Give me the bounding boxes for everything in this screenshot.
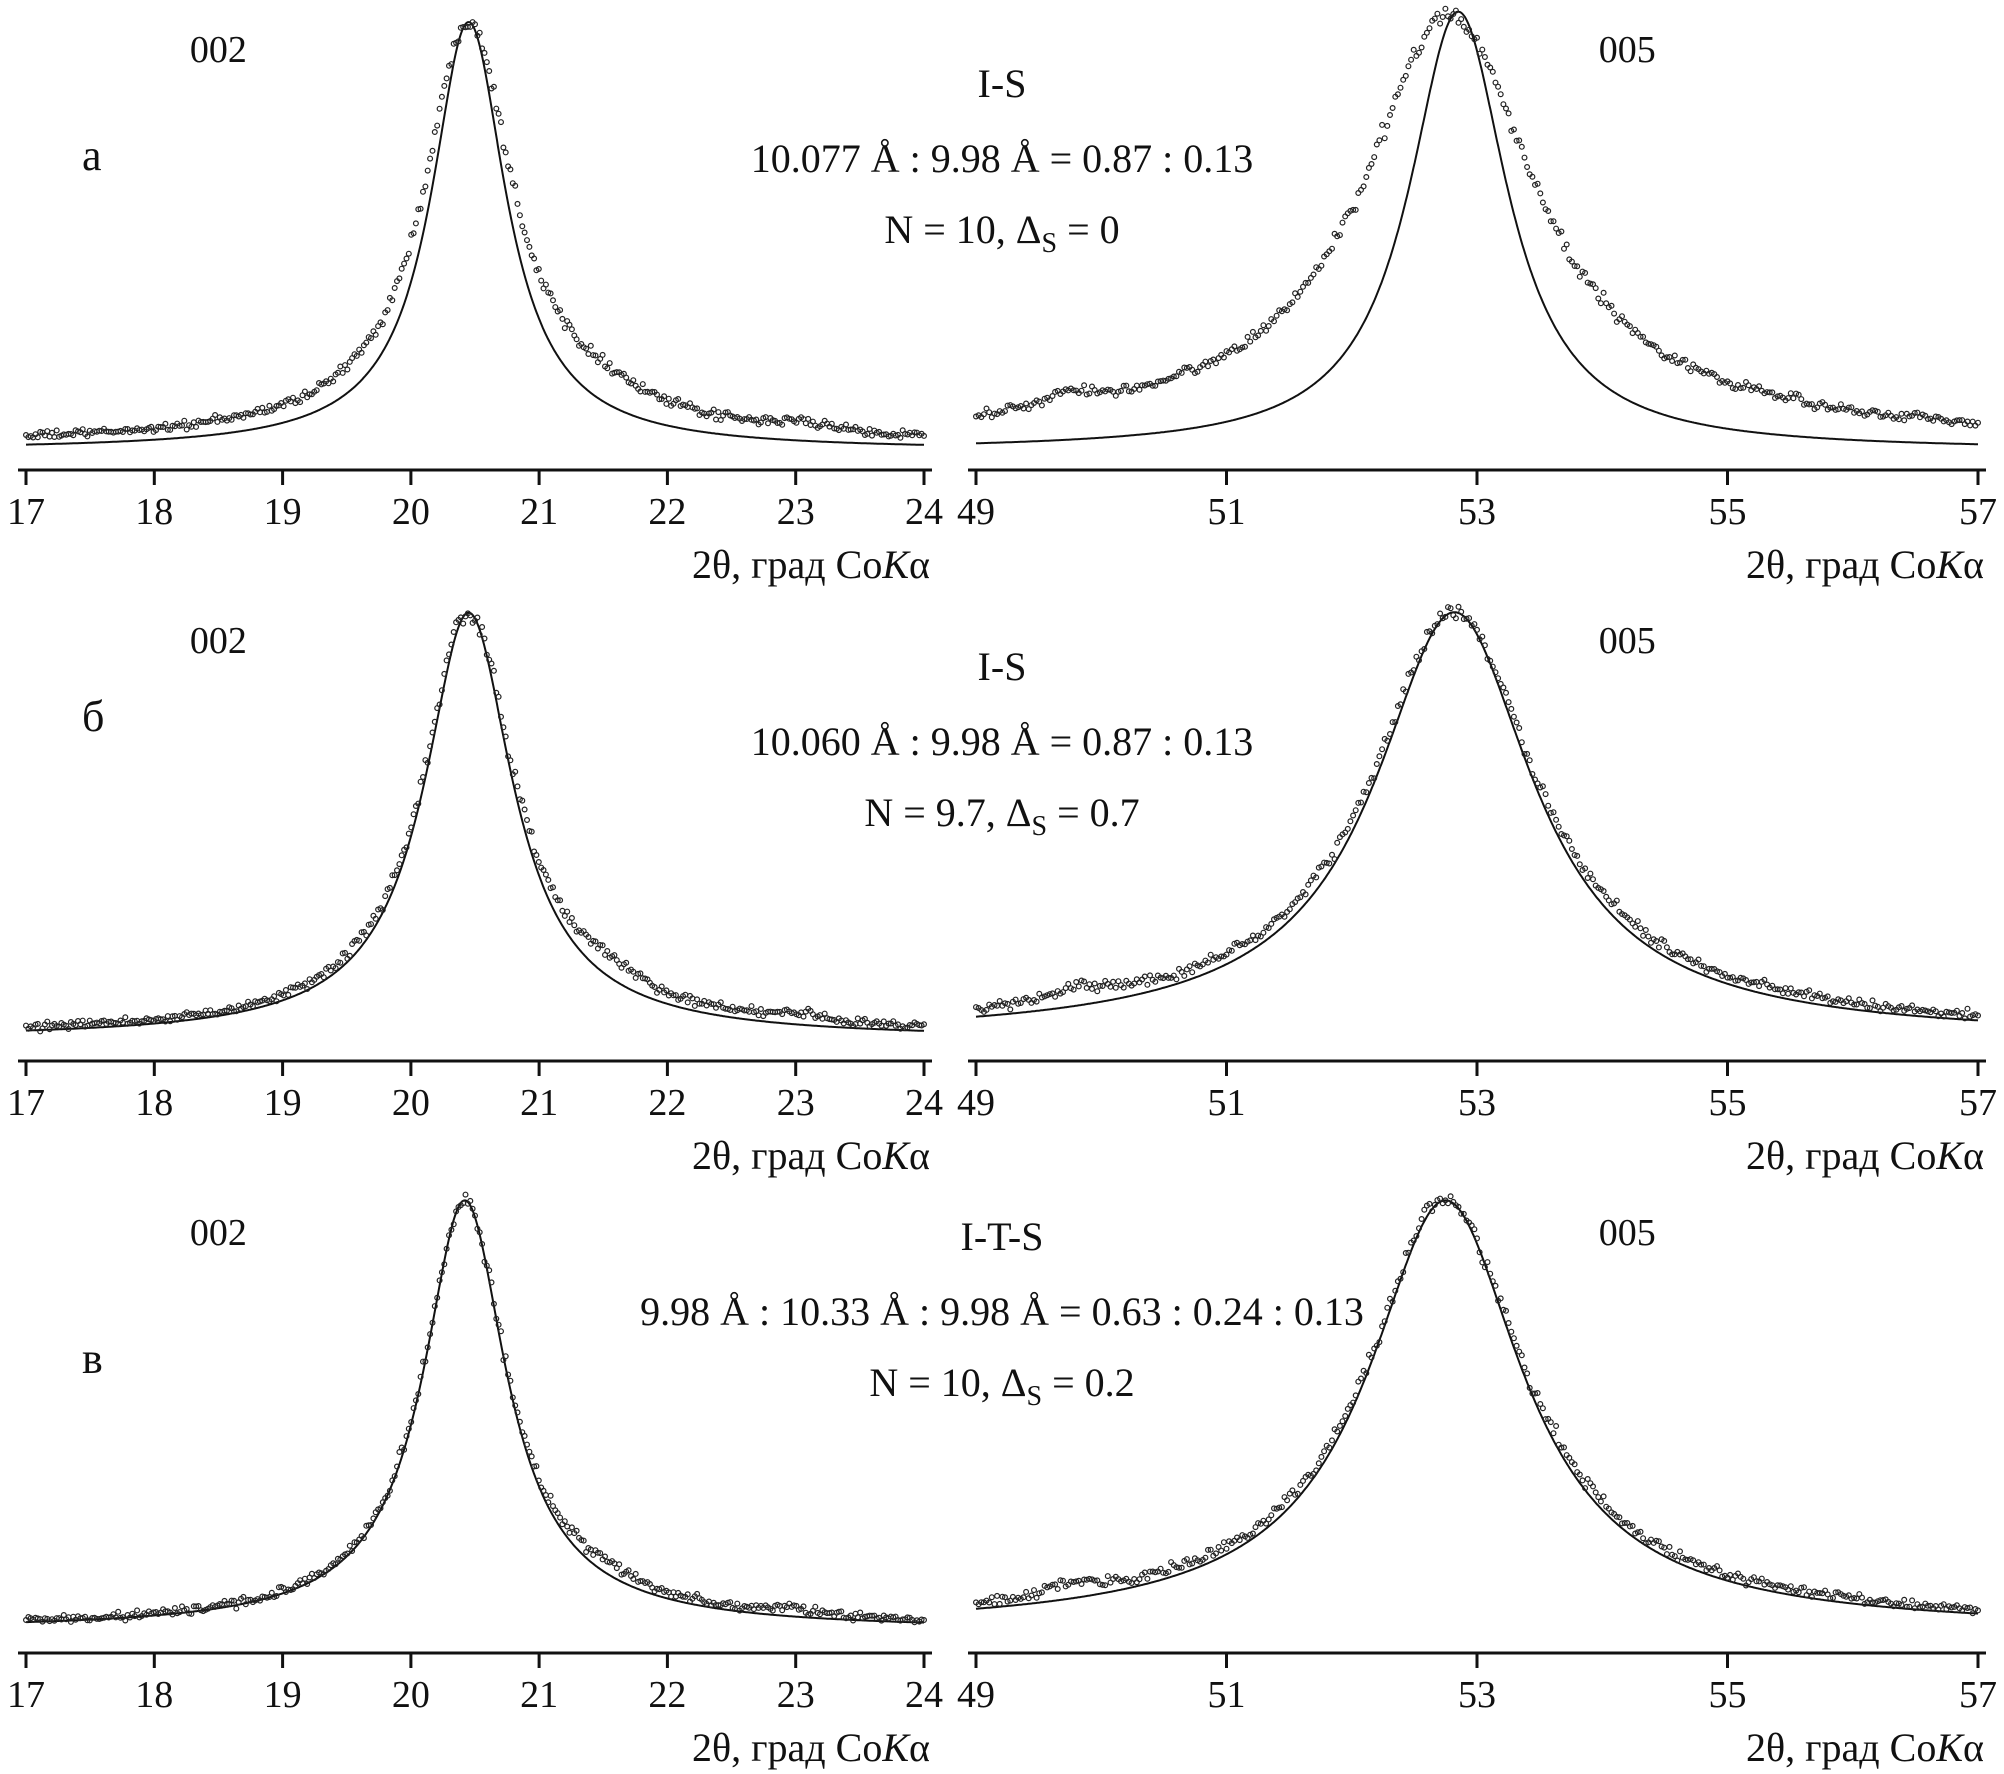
svg-text:51: 51: [1208, 1082, 1246, 1124]
svg-text:005: 005: [1599, 1212, 1656, 1254]
model-title-a: I-S: [977, 61, 1027, 106]
svg-text:20: 20: [392, 1082, 430, 1124]
svg-text:002: 002: [190, 620, 247, 662]
model-params-v: N = 10, ΔS = 0.2: [502, 1359, 1502, 1413]
row-b: б 17 18 19 20 21 22 23 24 2θ, град CoKα 002 49 51 5…: [0, 591, 2004, 1182]
model-title-b: I-S: [977, 644, 1027, 689]
svg-text:53: 53: [1458, 1674, 1496, 1716]
svg-text:53: 53: [1458, 491, 1496, 533]
svg-text:57: 57: [1959, 1674, 1997, 1716]
svg-text:23: 23: [777, 1082, 815, 1124]
model-params-b: N = 9.7, ΔS = 0.7: [502, 789, 1502, 843]
svg-text:57: 57: [1959, 491, 1997, 533]
svg-text:55: 55: [1709, 491, 1747, 533]
xrd-chart-b-005: 49 51 53 55 57 2θ, град CoKα 005: [957, 603, 1997, 1178]
svg-text:2θ, град CoKα: 2θ, град CoKα: [692, 542, 930, 587]
panel-a-002: 17 18 19 20 21 22 23 24 2θ, град CoKα 002: [0, 0, 950, 591]
svg-text:19: 19: [264, 1082, 302, 1124]
svg-text:49: 49: [957, 1674, 995, 1716]
svg-text:20: 20: [392, 491, 430, 533]
svg-text:17: 17: [7, 491, 45, 533]
xrd-chart-a-002: 17 18 19 20 21 22 23 24 2θ, град CoKα 002: [7, 19, 943, 587]
row-label-b: б: [82, 692, 105, 741]
svg-text:55: 55: [1709, 1082, 1747, 1124]
svg-text:23: 23: [777, 1674, 815, 1716]
xrd-chart-v-002: 17 18 19 20 21 22 23 24 2θ, град CoKα 002: [7, 1191, 943, 1770]
svg-text:21: 21: [520, 1674, 558, 1716]
svg-text:21: 21: [520, 1082, 558, 1124]
model-params-a: N = 10, ΔS = 0: [502, 206, 1502, 260]
svg-text:18: 18: [135, 491, 173, 533]
model-formula-v: 9.98 Å : 10.33 Å : 9.98 Å = 0.63 : 0.24 …: [640, 1289, 1364, 1334]
row-label-a: а: [82, 131, 102, 180]
params-pre: N = 10, Δ: [869, 1360, 1027, 1405]
svg-text:49: 49: [957, 1082, 995, 1124]
svg-text:53: 53: [1458, 1082, 1496, 1124]
svg-text:22: 22: [648, 491, 686, 533]
svg-text:18: 18: [135, 1082, 173, 1124]
xrd-chart-a-005: 49 51 53 55 57 2θ, град CoKα 005: [957, 5, 1997, 587]
svg-text:23: 23: [777, 491, 815, 533]
svg-text:002: 002: [190, 1212, 247, 1254]
annotation-b: I-S 10.060 Å : 9.98 Å = 0.87 : 0.13 N = …: [502, 643, 1502, 843]
model-formula-a: 10.077 Å : 9.98 Å = 0.87 : 0.13: [750, 136, 1254, 181]
svg-text:24: 24: [905, 1674, 943, 1716]
svg-text:51: 51: [1208, 491, 1246, 533]
params-pre: N = 10, Δ: [884, 207, 1042, 252]
model-formula-b: 10.060 Å : 9.98 Å = 0.87 : 0.13: [750, 719, 1254, 764]
svg-text:2θ, град CoKα: 2θ, град CoKα: [1746, 1133, 1984, 1178]
panel-b-005: 49 51 53 55 57 2θ, град CoKα 005: [950, 591, 2004, 1182]
row-label-v: в: [82, 1334, 103, 1383]
svg-text:20: 20: [392, 1674, 430, 1716]
params-post: = 0.2: [1042, 1360, 1135, 1405]
params-pre: N = 9.7, Δ: [864, 790, 1032, 835]
row-v: в 17 18 19 20 21 22 23 24 2θ, град CoKα 002 49 51 5…: [0, 1183, 2004, 1774]
svg-text:17: 17: [7, 1082, 45, 1124]
svg-text:2θ, град CoKα: 2θ, град CoKα: [1746, 542, 1984, 587]
panel-v-005: 49 51 53 55 57 2θ, град CoKα 005: [950, 1183, 2004, 1774]
svg-text:24: 24: [905, 491, 943, 533]
svg-text:22: 22: [648, 1674, 686, 1716]
svg-text:57: 57: [1959, 1082, 1997, 1124]
annotation-v: I-T-S 9.98 Å : 10.33 Å : 9.98 Å = 0.63 :…: [502, 1213, 1502, 1413]
svg-text:21: 21: [520, 491, 558, 533]
svg-text:002: 002: [190, 29, 247, 71]
params-post: = 0.7: [1047, 790, 1140, 835]
params-sub: S: [1031, 811, 1048, 842]
xrd-chart-b-002: 17 18 19 20 21 22 23 24 2θ, град CoKα 002: [7, 610, 943, 1178]
svg-text:55: 55: [1709, 1674, 1747, 1716]
panel-v-002: 17 18 19 20 21 22 23 24 2θ, град CoKα 002: [0, 1183, 950, 1774]
params-post: = 0: [1057, 207, 1120, 252]
panel-a-005: 49 51 53 55 57 2θ, град CoKα 005: [950, 0, 2004, 591]
svg-text:2θ, град CoKα: 2θ, град CoKα: [692, 1133, 930, 1178]
panel-b-002: 17 18 19 20 21 22 23 24 2θ, град CoKα 002: [0, 591, 950, 1182]
svg-text:22: 22: [648, 1082, 686, 1124]
svg-text:19: 19: [264, 491, 302, 533]
params-sub: S: [1026, 1381, 1043, 1412]
params-sub: S: [1041, 228, 1058, 259]
xrd-chart-v-005: 49 51 53 55 57 2θ, град CoKα 005: [957, 1193, 1997, 1770]
svg-text:49: 49: [957, 491, 995, 533]
svg-text:18: 18: [135, 1674, 173, 1716]
svg-text:51: 51: [1208, 1674, 1246, 1716]
model-title-v: I-T-S: [960, 1214, 1044, 1259]
svg-text:24: 24: [905, 1082, 943, 1124]
svg-text:005: 005: [1599, 29, 1656, 71]
annotation-a: I-S 10.077 Å : 9.98 Å = 0.87 : 0.13 N = …: [502, 60, 1502, 260]
svg-text:2θ, град CoKα: 2θ, град CoKα: [692, 1725, 930, 1770]
svg-text:19: 19: [264, 1674, 302, 1716]
svg-text:17: 17: [7, 1674, 45, 1716]
svg-text:2θ, град CoKα: 2θ, град CoKα: [1746, 1725, 1984, 1770]
row-a: а 17 18 19 20 21 22 23 24 2θ, град CoKα 002 49 51 5…: [0, 0, 2004, 591]
svg-text:005: 005: [1599, 620, 1656, 662]
